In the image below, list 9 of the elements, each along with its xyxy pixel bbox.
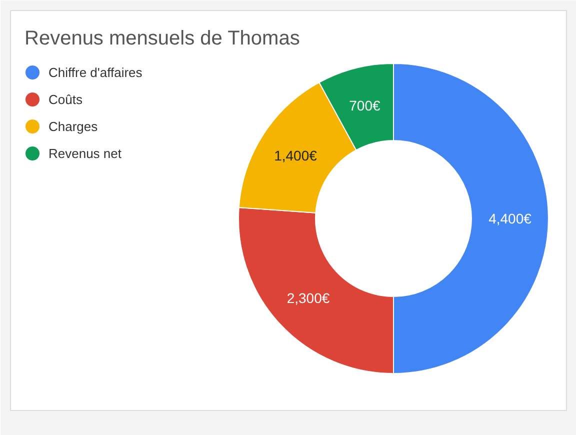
data-label: 700€ xyxy=(349,98,380,114)
legend-label: Coûts xyxy=(48,92,83,107)
data-label: 4,400€ xyxy=(488,210,532,226)
legend-label: Charges xyxy=(48,119,98,134)
data-label: 1,400€ xyxy=(274,148,318,164)
data-label: 2,300€ xyxy=(286,290,330,306)
chart-title: Revenus mensuels de Thomas xyxy=(24,28,300,50)
legend-label: Revenus net xyxy=(48,146,122,161)
legend-label: Chiffre d'affaires xyxy=(48,65,143,80)
